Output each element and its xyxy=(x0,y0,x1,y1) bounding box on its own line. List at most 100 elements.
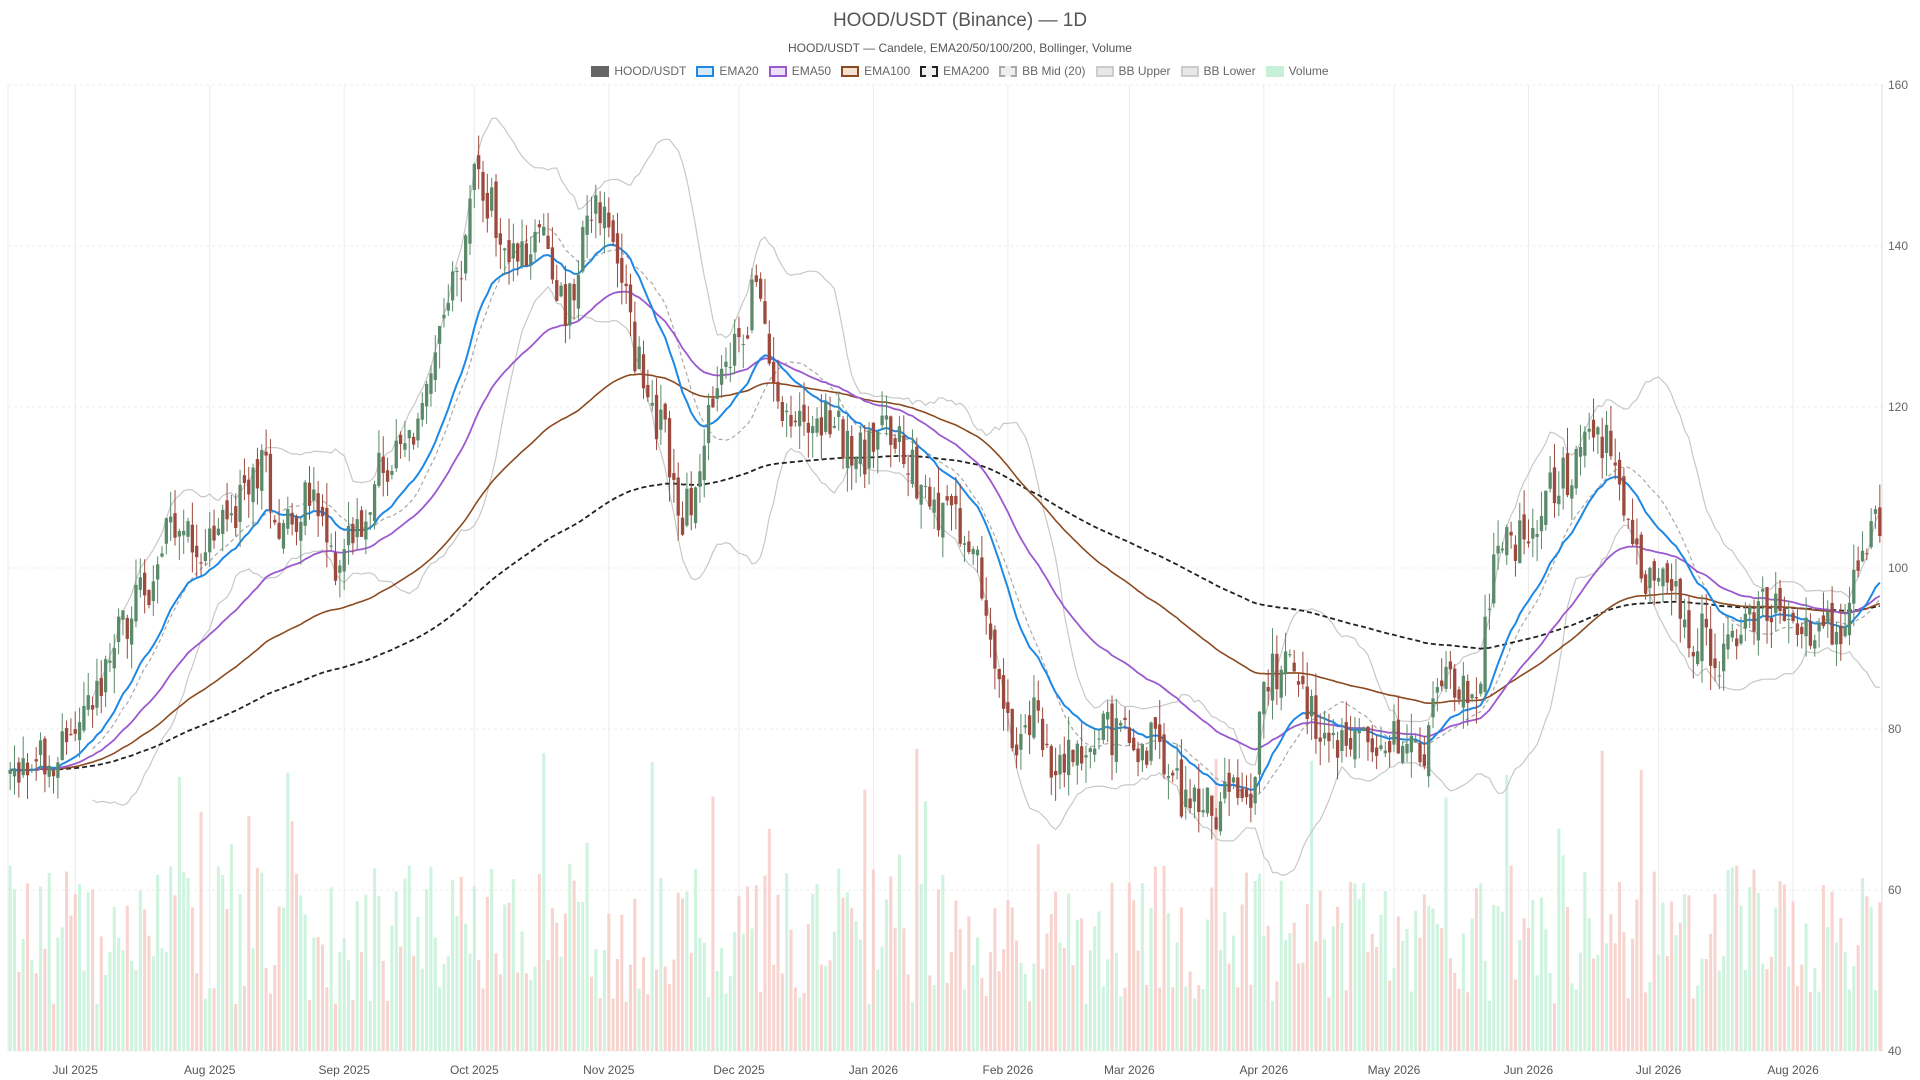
legend-item[interactable]: EMA200 xyxy=(920,64,989,78)
volume-bar xyxy=(507,902,511,1051)
y-tick-label: 160 xyxy=(1888,78,1908,92)
volume-bar xyxy=(819,964,823,1051)
volume-bar xyxy=(1127,882,1131,1051)
candle-body xyxy=(316,493,320,517)
candle-body xyxy=(915,446,919,499)
volume-bar xyxy=(134,969,138,1051)
volume-bar xyxy=(95,1003,99,1051)
x-tick-label: Jan 2026 xyxy=(849,1063,899,1077)
volume-bar xyxy=(1310,760,1314,1051)
candle-body xyxy=(60,731,64,761)
candle-body xyxy=(624,283,628,287)
volume-bar xyxy=(1782,884,1786,1051)
candle-body xyxy=(1127,727,1132,743)
candle-body xyxy=(195,545,199,558)
candle-body xyxy=(1656,577,1661,582)
volume-bar xyxy=(993,908,997,1051)
candle-body xyxy=(1075,743,1079,766)
candle-body xyxy=(377,452,381,486)
volume-bar xyxy=(520,931,524,1051)
volume-bar xyxy=(789,929,793,1051)
volume-bar xyxy=(1670,901,1674,1051)
candle-body xyxy=(56,762,60,778)
candle-body xyxy=(1544,490,1548,525)
candle-body xyxy=(190,524,195,553)
volume-bar xyxy=(1362,882,1366,1051)
legend-item[interactable]: EMA100 xyxy=(841,64,910,78)
volume-bar xyxy=(1262,936,1266,1051)
candle-body xyxy=(325,507,329,543)
volume-bar xyxy=(1761,963,1765,1051)
volume-bar xyxy=(681,898,685,1051)
volume-bar xyxy=(1292,922,1296,1051)
candle-body xyxy=(689,487,693,516)
candle-body xyxy=(767,333,771,364)
volume-bar xyxy=(138,890,142,1051)
candle-body xyxy=(637,346,641,369)
volume-bar xyxy=(1392,967,1396,1051)
volume-bar xyxy=(1119,996,1123,1051)
volume-bar xyxy=(221,875,225,1051)
legend-label: EMA200 xyxy=(943,64,990,78)
volume-bar xyxy=(811,893,815,1051)
legend-item[interactable]: HOOD/USDT xyxy=(591,64,686,78)
volume-bar xyxy=(1865,896,1869,1051)
candle-body xyxy=(641,354,646,389)
candle-body xyxy=(1305,686,1309,720)
legend-item[interactable]: BB Lower xyxy=(1180,64,1256,78)
candle-body xyxy=(672,473,676,480)
candle-body xyxy=(1756,601,1761,641)
candle-body xyxy=(1682,619,1687,628)
candle-body xyxy=(1856,560,1860,571)
legend-item[interactable]: BB Upper xyxy=(1095,64,1171,78)
volume-bar xyxy=(581,901,585,1051)
volume-bar xyxy=(1184,986,1188,1051)
legend-label: BB Upper xyxy=(1118,64,1171,78)
volume-bar xyxy=(876,969,880,1051)
candle-body xyxy=(1591,419,1596,438)
candle-body xyxy=(156,564,160,580)
volume-bar xyxy=(394,891,398,1051)
candle-body xyxy=(1188,798,1192,809)
volume-bar xyxy=(1236,987,1240,1051)
candle-body xyxy=(1066,739,1071,776)
legend-item[interactable]: BB Mid (20) xyxy=(999,64,1086,78)
x-tick-label: Sep 2025 xyxy=(318,1063,370,1077)
grid-layer xyxy=(7,84,1883,1052)
candle-body xyxy=(997,668,1001,680)
candle-body xyxy=(1821,615,1826,627)
bb-upper-line xyxy=(92,117,1881,766)
candle-body xyxy=(407,430,411,439)
volume-bar xyxy=(1353,883,1357,1051)
volume-bar xyxy=(255,867,259,1051)
candle-body xyxy=(1322,732,1327,739)
volume-bar xyxy=(1110,883,1114,1051)
volume-bar xyxy=(759,991,763,1051)
volume-bar xyxy=(117,937,121,1051)
volume-bar xyxy=(1700,958,1704,1051)
volume-bar xyxy=(1613,943,1617,1051)
candle-body xyxy=(1132,737,1136,751)
candle-body xyxy=(394,440,398,469)
candle-body xyxy=(693,487,698,524)
volume-bar xyxy=(1097,911,1101,1051)
legend-swatch xyxy=(768,65,787,77)
volume-bar xyxy=(837,868,841,1051)
candle-body xyxy=(1869,521,1873,548)
candle-body xyxy=(1700,613,1704,662)
volume-bar xyxy=(490,868,494,1051)
volume-bar xyxy=(824,965,828,1051)
candle-body xyxy=(34,759,38,762)
volume-bar xyxy=(1552,1003,1557,1051)
legend-item[interactable]: EMA20 xyxy=(696,64,759,78)
volume-bar xyxy=(633,898,637,1051)
candle-body xyxy=(1361,727,1366,731)
candle-body xyxy=(1058,754,1062,775)
candle-body xyxy=(1253,777,1257,804)
volume-bar xyxy=(21,938,25,1051)
legend-item[interactable]: EMA50 xyxy=(768,64,831,78)
legend-item[interactable]: Volume xyxy=(1265,64,1329,78)
legend-label: EMA20 xyxy=(719,64,759,78)
volume-bar xyxy=(1683,894,1687,1051)
